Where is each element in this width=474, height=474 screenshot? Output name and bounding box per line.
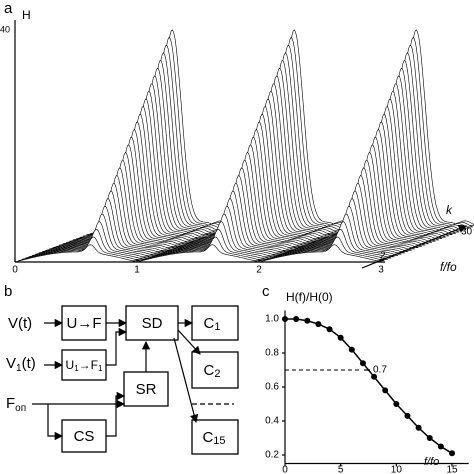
block xyxy=(125,305,179,341)
input-label: V(t) xyxy=(8,315,32,332)
k-tick-label: 2 xyxy=(380,251,386,262)
panel-label: a xyxy=(4,0,13,17)
panel-c: c H(f)/H(0) f/fo 0.2 0.4 0.6 0.8 1.0 0 5 10 15 0.… xyxy=(262,283,469,474)
block-label: SD xyxy=(142,315,163,332)
data-line xyxy=(285,318,453,454)
reference-label: 0.7 xyxy=(373,365,387,376)
t: оп xyxy=(15,403,26,414)
t: C xyxy=(202,429,213,446)
t: 1 xyxy=(214,321,220,333)
x-axis-label: f/fo xyxy=(424,456,439,468)
data-point xyxy=(282,316,288,322)
x-tick-label: 15 xyxy=(446,465,458,474)
x-tick-label: 10 xyxy=(391,465,403,474)
y-tick-label: 0.2 xyxy=(265,450,279,461)
panel-b: b V(t) V1(t) Fоп U→F U1→F1 SD SR CS C1 C… xyxy=(4,283,239,455)
t: 1 xyxy=(98,364,103,373)
block xyxy=(61,305,107,341)
arrow xyxy=(106,327,128,366)
data-point xyxy=(315,321,322,328)
data-point xyxy=(404,412,411,419)
panel-a: a H 40 f/fo k 2 30 0 1 2 3 xyxy=(0,0,474,276)
t: 2 xyxy=(214,368,220,380)
t: 15 xyxy=(213,435,225,447)
t: (t) xyxy=(18,315,32,332)
block-label: C2 xyxy=(204,362,221,380)
x-tick-label: 5 xyxy=(338,465,344,474)
block xyxy=(191,305,239,341)
y-tick-label: 1.0 xyxy=(265,314,279,325)
data-point xyxy=(337,334,344,341)
t: C xyxy=(204,362,215,379)
data-point xyxy=(449,450,455,457)
x-tick-label: 0 xyxy=(12,265,18,276)
data-point xyxy=(393,401,400,407)
block-label: SR xyxy=(136,381,157,398)
data-point xyxy=(359,360,366,367)
arrow xyxy=(177,329,201,355)
t: 1 xyxy=(74,364,79,373)
waterfall xyxy=(14,29,474,263)
x-tick-label: 3 xyxy=(378,265,384,276)
y-axis-label: H xyxy=(22,8,31,22)
arrow xyxy=(106,391,126,437)
block-label: U→F xyxy=(67,315,102,332)
t: F xyxy=(6,395,15,412)
data-point xyxy=(348,346,355,353)
t: V xyxy=(8,315,18,332)
block xyxy=(191,351,239,389)
y-tick-label: 0.8 xyxy=(265,348,279,359)
data-point xyxy=(371,373,378,380)
k-tick-label: 30 xyxy=(461,227,473,238)
y-tick-label: 40 xyxy=(0,24,10,34)
block xyxy=(61,419,107,453)
data-point xyxy=(437,443,444,450)
chart-title: H(f)/H(0) xyxy=(286,290,333,304)
x-tick-label: 0 xyxy=(282,465,288,474)
t: (t) xyxy=(22,355,36,372)
input-label: Fоп xyxy=(6,395,26,414)
data-point xyxy=(415,424,422,431)
panel-label: b xyxy=(4,283,12,300)
x-tick-label: 2 xyxy=(256,265,262,276)
x-tick-label: 1 xyxy=(134,265,140,276)
block-label: C15 xyxy=(202,429,225,447)
data-point xyxy=(326,326,333,333)
block-label: U1→F1 xyxy=(66,358,103,373)
data-point xyxy=(293,316,300,322)
k-axis-label: k xyxy=(446,203,453,217)
arrow xyxy=(47,404,64,441)
data-point xyxy=(304,317,311,324)
t: V xyxy=(6,355,16,372)
block-label: CS xyxy=(74,428,95,445)
x-axis-label: f/fo xyxy=(440,260,457,274)
data-point xyxy=(382,387,389,394)
t: U xyxy=(66,358,75,372)
y-tick-label: 0.4 xyxy=(265,416,279,427)
arrows xyxy=(32,318,201,441)
k-axis xyxy=(361,224,467,269)
input-label: V1(t) xyxy=(6,355,36,374)
arrow xyxy=(173,337,199,424)
t: 1 xyxy=(16,363,22,374)
block-label: C1 xyxy=(204,315,221,333)
waterfall-curve xyxy=(14,244,382,263)
block xyxy=(191,419,239,455)
t: C xyxy=(204,315,215,332)
data-point xyxy=(426,435,433,441)
t: →F xyxy=(79,358,98,372)
panel-label: c xyxy=(262,283,270,300)
y-tick-label: 0.6 xyxy=(265,382,279,393)
